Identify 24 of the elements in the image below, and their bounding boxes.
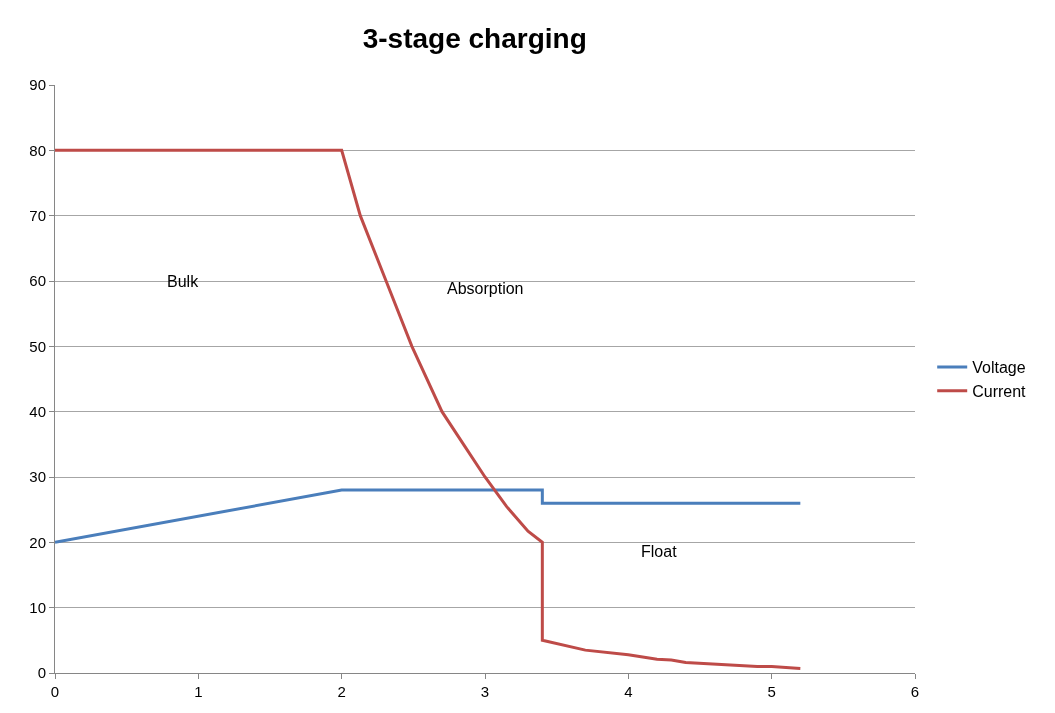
- legend-label: Voltage: [972, 359, 1026, 377]
- x-tick-label: 5: [767, 683, 776, 700]
- y-tick-label: 70: [29, 206, 46, 224]
- annotation: Absorption: [447, 280, 524, 297]
- y-tick-label: 90: [29, 76, 46, 94]
- x-tick-label: 4: [624, 683, 633, 700]
- y-tick-label: 30: [29, 468, 46, 486]
- line-series: [55, 148, 802, 670]
- x-tick-label: 3: [480, 683, 490, 700]
- annotation: Bulk: [167, 273, 200, 290]
- y-tick-label: 20: [29, 533, 46, 551]
- y-tick-label: 10: [29, 598, 46, 616]
- y-tick-label: 50: [29, 337, 46, 355]
- x-tick-label: 1: [194, 683, 203, 700]
- y-tick-label: 40: [29, 402, 46, 420]
- y-tick-label: 80: [29, 141, 46, 159]
- x-tick-label: 6: [910, 683, 920, 700]
- y-tick-label: 0: [37, 664, 46, 682]
- annotation: Float: [641, 543, 678, 560]
- x-tick-label: 2: [337, 683, 346, 700]
- y-tick-label: 60: [29, 272, 46, 290]
- chart-title: 3-stage charging: [362, 23, 587, 55]
- x-tick-label: 0: [50, 683, 60, 700]
- legend-label: Current: [972, 382, 1027, 400]
